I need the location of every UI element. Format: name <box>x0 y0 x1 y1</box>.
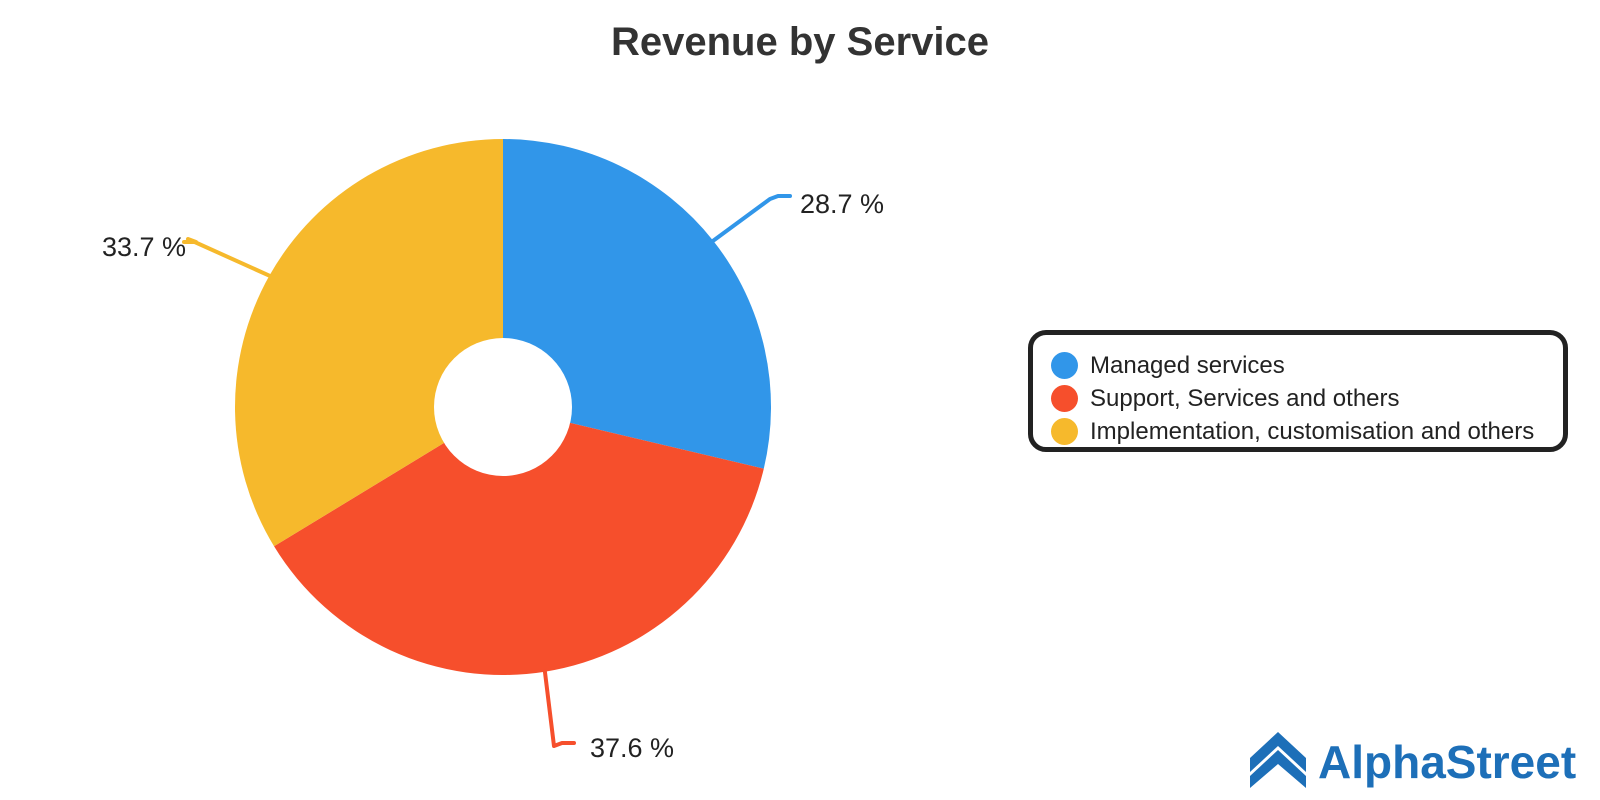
chart-title: Revenue by Service <box>611 20 989 64</box>
legend-swatch <box>1051 352 1078 379</box>
data-label: 33.7 % <box>102 232 186 262</box>
legend-item-support-services: Support, Services and others <box>1051 382 1563 415</box>
logo-mark-icon <box>1250 732 1306 788</box>
legend-swatch <box>1051 418 1078 445</box>
donut-hole <box>434 338 572 476</box>
logo-text: AlphaStreet <box>1318 736 1576 788</box>
slice-managed-services <box>503 139 771 469</box>
legend-label: Implementation, customisation and others <box>1090 417 1535 445</box>
slices-group <box>234 139 771 675</box>
slice-support-services <box>274 407 764 675</box>
legend-item-implementation: Implementation, customisation and others <box>1051 415 1563 448</box>
legend: Managed services Support, Services and o… <box>1028 330 1568 452</box>
alphastreet-logo: AlphaStreet <box>1250 732 1576 788</box>
data-label: 28.7 % <box>800 189 884 219</box>
data-label: 37.6 % <box>590 733 674 763</box>
leader-lines <box>182 194 792 748</box>
data-labels: 28.7 % 37.6 % 33.7 % <box>102 189 884 763</box>
legend-label: Support, Services and others <box>1090 384 1400 412</box>
legend-label: Managed services <box>1090 351 1285 379</box>
legend-item-managed-services: Managed services <box>1051 349 1563 382</box>
leader-line <box>542 669 576 748</box>
legend-swatch <box>1051 385 1078 412</box>
leader-line <box>711 194 792 243</box>
leader-line <box>182 237 272 278</box>
slice-implementation <box>234 139 503 547</box>
